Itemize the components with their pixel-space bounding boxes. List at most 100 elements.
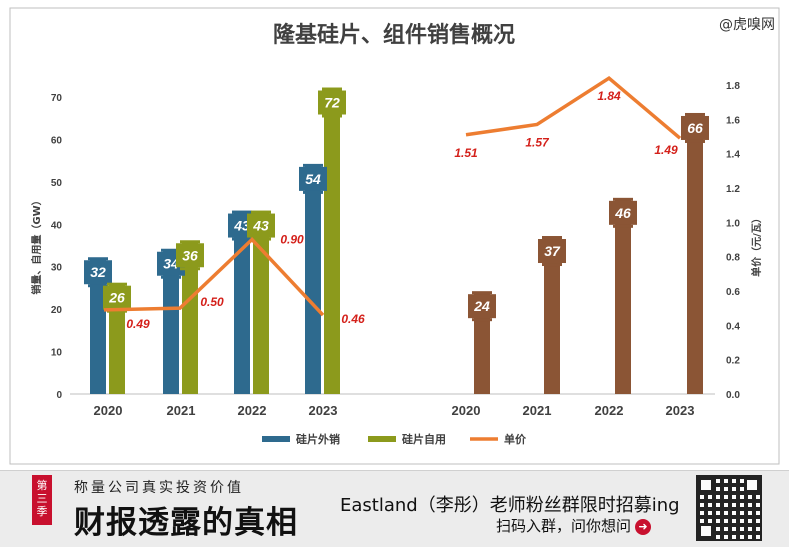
- bar-wafer-internal-badge-top: [322, 87, 342, 91]
- bar-module-sales-badge-bottom: [685, 139, 705, 143]
- bar-wafer-external-badge: [84, 260, 112, 285]
- bar-module-sales-badge: [609, 200, 637, 225]
- chart-title: 隆基硅片、组件销售概况: [273, 22, 515, 48]
- bar-wafer-external-badge-top: [88, 257, 108, 261]
- bar-wafer-internal-badge-bottom: [180, 267, 200, 271]
- right-y-tick-label: 0.8: [726, 253, 740, 264]
- bar-module-sales-badge: [468, 294, 496, 319]
- bar-wafer-external-badge-bottom: [88, 284, 108, 288]
- bar-wafer-internal-badge-bottom: [322, 114, 342, 118]
- bar-module-sales-data-label: 24: [473, 298, 490, 314]
- qr-code-icon[interactable]: [696, 475, 762, 541]
- bar-wafer-external-badge-bottom: [232, 237, 252, 241]
- promo-banner[interactable]: 第三季 称量公司真实投资价值 财报透露的真相 Eastland（李彤）老师粉丝群…: [0, 470, 789, 547]
- right-price-data-label: 1.57: [525, 135, 550, 149]
- bar-module-sales-badge: [681, 115, 709, 140]
- banner-scan-label: 扫码入群，问你想问: [496, 517, 632, 535]
- right-y-tick-label: 0.6: [726, 287, 740, 298]
- banner-main-title: 财报透露的真相: [74, 505, 298, 541]
- left-x-tick-label: 2020: [94, 403, 123, 418]
- bar-wafer-internal-badge-top: [107, 282, 127, 286]
- left-y-axis-label: 销量、自用量（GW）: [30, 195, 43, 294]
- bar-module-sales-badge-top: [542, 236, 562, 240]
- left-y-tick-label: 40: [51, 220, 63, 231]
- right-price-data-label: 1.84: [597, 89, 621, 103]
- bar-wafer-external-badge-top: [303, 163, 323, 167]
- bar-wafer-internal-data-label: 26: [108, 290, 125, 306]
- bar-wafer-external: [163, 249, 179, 394]
- bar-wafer-internal-badge-top: [251, 210, 271, 214]
- banner-recruit-text: Eastland（李彤）老师粉丝群限时招募ing: [340, 495, 680, 516]
- left-price-data-label: 0.90: [280, 233, 304, 247]
- right-y-tick-label: 0.4: [726, 321, 740, 332]
- right-y-tick-label: 1.2: [726, 184, 740, 195]
- bar-wafer-internal: [182, 241, 198, 394]
- bar-wafer-internal: [324, 88, 340, 394]
- right-y-tick-label: 1.0: [726, 218, 740, 229]
- bar-wafer-external-badge-top: [232, 210, 252, 214]
- left-y-tick-label: 20: [51, 305, 63, 316]
- bar-module-sales-badge-bottom: [542, 263, 562, 267]
- legend-swatch: [262, 436, 290, 442]
- bar-wafer-internal-data-label: 72: [324, 95, 340, 111]
- left-x-tick-label: 2022: [238, 403, 267, 418]
- arrow-right-circle-icon[interactable]: ➜: [635, 518, 652, 535]
- right-y-axis-label: 单价（元/瓦）: [750, 213, 763, 277]
- bar-wafer-external-data-label: 54: [305, 171, 321, 187]
- bar-wafer-external-data-label: 32: [90, 264, 106, 280]
- bar-wafer-external-badge: [299, 166, 327, 191]
- legend-swatch: [368, 436, 396, 442]
- bar-module-sales-badge-top: [472, 291, 492, 295]
- bar-module-sales-badge-bottom: [613, 224, 633, 228]
- bar-wafer-external-data-label: 43: [233, 218, 250, 234]
- bar-module-sales-data-label: 66: [687, 120, 703, 136]
- right-y-tick-label: 1.8: [726, 81, 740, 92]
- left-y-tick-label: 70: [51, 93, 63, 104]
- bar-module-sales-data-label: 46: [614, 205, 631, 221]
- left-y-tick-label: 0: [56, 390, 62, 401]
- right-x-tick-label: 2023: [666, 403, 695, 418]
- banner-scan-text[interactable]: 扫码入群，问你想问 ➜: [496, 515, 652, 536]
- left-price-data-label: 0.49: [126, 317, 150, 331]
- right-x-tick-label: 2020: [452, 403, 481, 418]
- watermark: @虎嗅网: [719, 17, 775, 33]
- qr-finder: [744, 477, 760, 493]
- bar-module-sales-badge-top: [685, 112, 705, 116]
- bar-wafer-internal-badge: [318, 90, 346, 115]
- left-y-tick-label: 30: [51, 263, 63, 274]
- bar-module-sales-data-label: 37: [544, 243, 561, 259]
- bar-wafer-external: [90, 258, 106, 394]
- bar-wafer-internal-badge: [176, 243, 204, 268]
- right-price-data-label: 1.49: [654, 143, 678, 157]
- right-x-tick-label: 2021: [523, 403, 552, 418]
- banner-subtitle: 称量公司真实投资价值: [74, 480, 244, 496]
- right-y-tick-label: 0.0: [726, 390, 740, 401]
- bar-wafer-external: [305, 164, 321, 394]
- left-y-tick-label: 50: [51, 178, 63, 189]
- bar-wafer-internal-data-label: 36: [182, 247, 198, 263]
- bar-wafer-external: [234, 211, 250, 394]
- right-y-tick-label: 1.4: [726, 150, 740, 161]
- bar-module-sales-badge: [538, 239, 566, 264]
- right-price-line: [465, 75, 682, 140]
- bar-module-sales: [544, 237, 560, 394]
- bar-module-sales-badge-top: [613, 197, 633, 201]
- bar-wafer-internal-badge: [103, 285, 131, 310]
- left-price-line: [103, 237, 325, 317]
- bar-wafer-external-data-label: 34: [163, 256, 179, 272]
- qr-finder: [698, 523, 714, 539]
- left-x-tick-label: 2021: [167, 403, 196, 418]
- left-y-tick-label: 60: [51, 135, 63, 146]
- chart-border: [9, 7, 780, 465]
- bar-wafer-internal-badge-top: [180, 240, 200, 244]
- bar-wafer-external-badge-top: [161, 248, 181, 252]
- bar-wafer-internal-data-label: 43: [252, 218, 269, 234]
- right-y-tick-label: 1.6: [726, 115, 740, 126]
- bar-module-sales: [615, 198, 631, 394]
- left-price-data-label: 0.46: [341, 312, 365, 326]
- legend-label: 硅片外销: [296, 432, 340, 446]
- bar-wafer-external-badge-bottom: [303, 190, 323, 194]
- left-x-tick-label: 2023: [309, 403, 338, 418]
